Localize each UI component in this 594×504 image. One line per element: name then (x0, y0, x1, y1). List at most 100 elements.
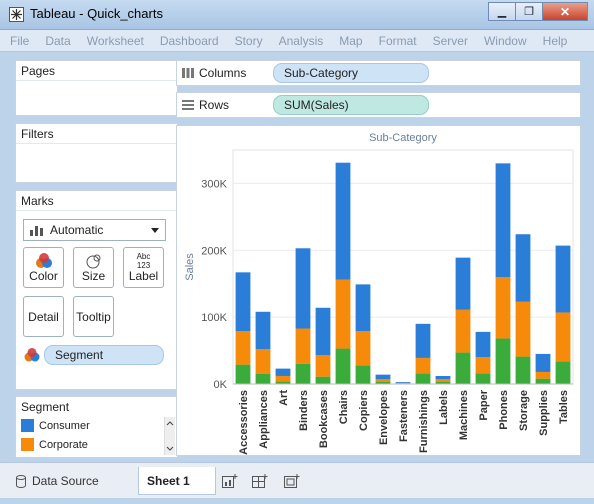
y-tick-label: 200K (201, 245, 227, 257)
x-tick-label: Paper (478, 389, 490, 420)
database-icon (16, 474, 26, 488)
bar-corporate (455, 309, 471, 353)
sheet-1-label: Sheet 1 (147, 473, 190, 488)
columns-shelf[interactable]: Columns Sub-Category (176, 60, 581, 86)
bar-home-office (435, 381, 451, 384)
x-tick-label: Labels (438, 390, 450, 425)
detail-label: Detail (28, 310, 59, 324)
rows-shelf[interactable]: Rows SUM(Sales) (176, 92, 581, 118)
close-icon: ✕ (559, 4, 571, 19)
marks-title: Marks (16, 191, 177, 211)
bar-home-office (335, 348, 351, 384)
bar-home-office (535, 378, 551, 384)
new-story-icon[interactable] (284, 474, 300, 488)
segment-color-pill[interactable]: Segment (44, 345, 164, 365)
pages-title: Pages (16, 61, 177, 81)
legend-swatch (21, 419, 34, 432)
mark-type-dropdown[interactable]: Automatic (23, 219, 166, 241)
bar-home-office (415, 373, 431, 384)
new-dashboard-icon[interactable] (252, 474, 268, 488)
bar-consumer (515, 234, 531, 302)
label-button[interactable]: Abc 123 Label (123, 247, 164, 288)
menu-help[interactable]: Help (542, 33, 568, 48)
legend-item-corporate[interactable]: Corporate (21, 438, 88, 451)
menu-worksheet[interactable]: Worksheet (86, 33, 144, 48)
menu-format[interactable]: Format (378, 33, 417, 48)
menu-window[interactable]: Window (483, 33, 527, 48)
columns-pill-label: Sub-Category (284, 66, 359, 80)
rows-label: Rows (199, 98, 230, 112)
bar-consumer (395, 381, 411, 383)
bar-corporate (315, 355, 331, 377)
sheet-1-tab[interactable]: Sheet 1 (138, 467, 216, 495)
pages-card[interactable]: Pages (15, 60, 178, 116)
x-tick-label: Copiers (358, 390, 370, 431)
new-worksheet-icon[interactable] (222, 474, 238, 488)
legend-label: Consumer (39, 419, 90, 432)
label-label: Label (128, 269, 159, 283)
minimize-button[interactable]: ▁ (488, 2, 516, 21)
bar-corporate (275, 375, 291, 382)
bar-corporate (335, 279, 351, 349)
menu-server[interactable]: Server (432, 33, 468, 48)
tableau-logo-icon (9, 7, 24, 22)
bar-corporate (535, 371, 551, 379)
bar-home-office (355, 365, 371, 384)
legend-item-consumer[interactable]: Consumer (21, 419, 90, 432)
window-title: Tableau - Quick_charts (30, 6, 163, 21)
x-tick-label: Machines (458, 390, 470, 440)
bar-corporate (475, 357, 491, 374)
x-tick-label: Art (278, 390, 290, 406)
color-button[interactable]: Color (23, 247, 64, 288)
bar-home-office (455, 352, 471, 384)
menu-file[interactable]: File (10, 33, 30, 48)
color-icon (24, 348, 40, 362)
stacked-bar-chart: 0K 100K 200K 300K Sub-Category Sales Accessori… (184, 132, 574, 455)
size-button[interactable]: Size (73, 247, 114, 288)
menu-bar: File Data Worksheet Dashboard Story Anal… (0, 30, 594, 52)
bar-consumer (455, 257, 471, 310)
bar-consumer (435, 375, 451, 380)
x-tick-label: Furnishings (418, 390, 430, 453)
bar-home-office (315, 376, 331, 384)
bar-corporate (495, 277, 511, 339)
bar-consumer (495, 163, 511, 278)
x-tick-label: Envelopes (378, 390, 390, 445)
menu-map[interactable]: Map (339, 33, 363, 48)
legend-scrollbar[interactable] (164, 417, 175, 455)
bar-home-office (295, 363, 311, 384)
data-source-label: Data Source (32, 474, 99, 488)
x-tick-label: Appliances (258, 390, 270, 449)
menu-story[interactable]: Story (234, 33, 263, 48)
menu-data[interactable]: Data (45, 33, 71, 48)
marks-card: Marks Automatic Color Size Abc 123 Label… (15, 190, 178, 390)
close-button[interactable]: ✕ (542, 2, 588, 21)
bar-consumer (475, 331, 491, 358)
x-tick-label: Binders (298, 390, 310, 431)
bar-corporate (355, 331, 371, 366)
tooltip-button[interactable]: Tooltip (73, 296, 114, 337)
bar-home-office (275, 381, 291, 384)
bar-consumer (555, 245, 571, 313)
maximize-button[interactable]: ❐ (515, 2, 543, 21)
x-tick-label: Tables (558, 390, 570, 424)
menu-dashboard[interactable]: Dashboard (159, 33, 219, 48)
legend-swatch (21, 438, 34, 451)
bar-corporate (555, 312, 571, 362)
sub-category-pill[interactable]: Sub-Category (273, 63, 429, 83)
segment-pill-label: Segment (55, 348, 104, 362)
size-icon (86, 254, 100, 269)
bar-consumer (375, 374, 391, 380)
data-source-tab[interactable]: Data Source (16, 467, 99, 495)
sum-sales-pill[interactable]: SUM(Sales) (273, 95, 429, 115)
bar-chart-icon (30, 225, 43, 236)
color-label: Color (29, 269, 58, 283)
bar-corporate (515, 301, 531, 357)
filters-card[interactable]: Filters (15, 123, 178, 183)
detail-button[interactable]: Detail (23, 296, 64, 337)
legend-label: Corporate (39, 438, 88, 451)
bottom-bar: Data Source Sheet 1 (0, 462, 594, 498)
bar-home-office (555, 361, 571, 384)
menu-analysis[interactable]: Analysis (278, 33, 324, 48)
x-tick-label: Accessories (238, 390, 250, 455)
